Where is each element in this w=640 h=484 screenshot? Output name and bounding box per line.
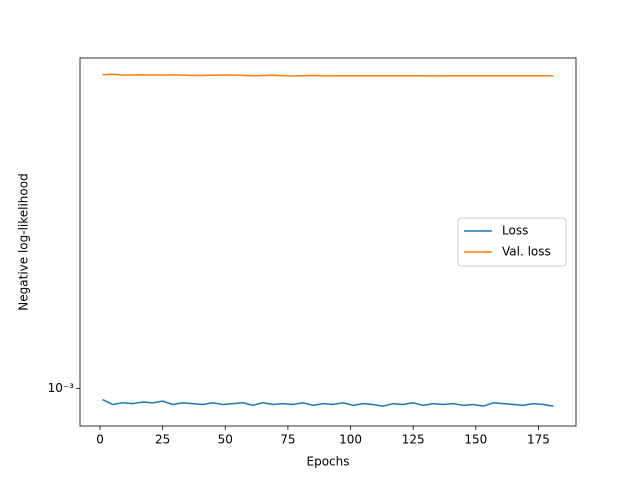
legend-label: Loss — [502, 224, 528, 238]
x-tick-label: 0 — [96, 433, 104, 447]
x-tick-label: 175 — [527, 433, 550, 447]
x-tick-label: 25 — [155, 433, 170, 447]
data-line — [102, 73, 554, 77]
x-tick-label: 75 — [280, 433, 295, 447]
x-axis-label: Epochs — [307, 455, 350, 469]
x-tick-label: 125 — [402, 433, 425, 447]
legend-box — [457, 217, 567, 267]
data-line — [102, 398, 554, 407]
y-tick-label: 10⁻³ — [48, 381, 75, 395]
y-axis-label: Negative log-likelihood — [17, 173, 31, 310]
x-tick-label: 150 — [464, 433, 487, 447]
x-tick-label: 50 — [218, 433, 233, 447]
legend-label: Val. loss — [502, 245, 551, 259]
x-tick-label: 100 — [339, 433, 362, 447]
plot-frame — [79, 57, 577, 427]
